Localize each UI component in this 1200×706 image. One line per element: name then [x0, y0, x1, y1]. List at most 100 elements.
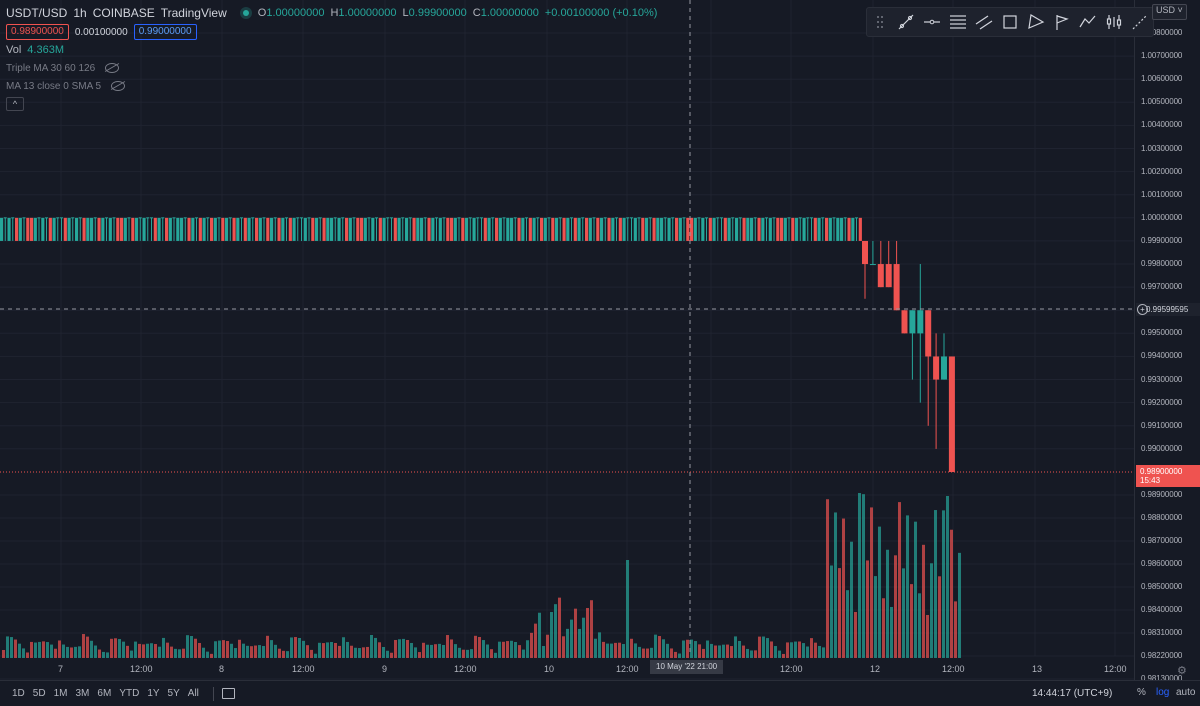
indicator-ma-13[interactable]: MA 13 close 0 SMA 5	[6, 80, 102, 92]
fib-retracement-icon[interactable]	[945, 9, 971, 35]
chart-plot-area[interactable]	[0, 0, 1134, 680]
volume-bar	[594, 638, 597, 658]
time-axis[interactable]: 7 12:00 8 12:00 9 12:00 10 12:00 12:00 12:00 12 12:…	[0, 656, 1134, 680]
indicator-triple-ma[interactable]: Triple MA 30 60 126	[6, 62, 96, 74]
time-axis-label: 12:00	[454, 664, 477, 674]
high-label: H	[330, 7, 339, 19]
range-button-ytd[interactable]: YTD	[119, 688, 140, 699]
volume-bar	[110, 638, 113, 658]
candle-body	[311, 217, 315, 241]
volume-bar	[334, 643, 337, 658]
volume-bar	[738, 640, 741, 658]
volume-bar	[546, 634, 549, 658]
calendar-goto-icon[interactable]	[221, 688, 235, 699]
candle-body	[461, 217, 465, 241]
volume-bar	[14, 639, 17, 658]
chevron-down-icon: ˅	[1177, 5, 1183, 15]
volume-bar	[302, 640, 305, 658]
volume-bar	[294, 637, 297, 658]
range-button-5y[interactable]: 5Y	[167, 688, 180, 699]
volume-label[interactable]: Vol	[6, 44, 22, 56]
volume-bar	[6, 636, 9, 658]
time-axis-label: 8	[219, 664, 225, 674]
volume-bar	[834, 512, 837, 658]
parallel-channel-icon[interactable]	[971, 9, 997, 35]
volume-bar	[958, 552, 961, 658]
sell-button[interactable]: 0.98900000	[6, 24, 69, 40]
range-button-all[interactable]: All	[187, 688, 199, 699]
price-scale-label: 0.98130000	[1141, 674, 1183, 683]
price-scale-label: 0.99100000	[1141, 420, 1183, 430]
symbol-name[interactable]: USDT/USD	[6, 6, 68, 20]
candle-body	[157, 217, 161, 241]
candle-body	[97, 217, 101, 241]
long-short-icon[interactable]	[1101, 9, 1127, 35]
range-button-6m[interactable]: 6M	[97, 688, 112, 699]
candle-body	[75, 217, 79, 241]
volume-bar	[658, 636, 661, 658]
buy-button[interactable]: 0.99000000	[133, 24, 197, 40]
candle-body	[202, 217, 206, 241]
range-button-1m[interactable]: 1M	[53, 688, 68, 699]
path-icon[interactable]	[1075, 9, 1101, 35]
candle-body	[600, 217, 604, 241]
triangle-pattern-icon[interactable]	[1023, 9, 1049, 35]
trendline-icon[interactable]	[893, 9, 919, 35]
volume-bar	[426, 644, 429, 658]
hidden-eye-icon[interactable]	[105, 63, 120, 73]
volume-bar	[838, 568, 841, 658]
candle-body	[656, 217, 660, 241]
add-alert-icon[interactable]: +	[1137, 304, 1148, 315]
hidden-eye-icon[interactable]	[111, 81, 126, 91]
volume-bar	[30, 641, 33, 658]
horizontal-line-icon[interactable]	[919, 9, 945, 35]
candle-body	[30, 217, 34, 241]
range-button-1d[interactable]: 1D	[12, 688, 25, 699]
volume-bar	[202, 647, 205, 658]
candle-body	[652, 217, 656, 241]
price-scale-label: 1.00000000	[1141, 212, 1183, 222]
range-button-1y[interactable]: 1Y	[147, 688, 160, 699]
candle-body	[303, 217, 307, 241]
volume-bar	[98, 649, 101, 658]
clock[interactable]: 14:44:17 (UTC+9)	[1032, 688, 1113, 699]
currency-button[interactable]: USD ˅	[1152, 4, 1187, 20]
time-axis-label: 12:00	[1104, 664, 1127, 674]
log-scale-button[interactable]: log	[1156, 687, 1170, 698]
volume-bar	[186, 635, 189, 658]
range-button-3m[interactable]: 3M	[75, 688, 90, 699]
volume-bar	[286, 651, 289, 658]
volume-bar	[626, 560, 629, 658]
candle-body	[382, 217, 386, 241]
candle-body	[0, 217, 4, 241]
volume-bar	[402, 638, 405, 658]
magic-brush-icon[interactable]	[1127, 9, 1153, 35]
candle-body	[412, 217, 416, 241]
high-value: 1.00000000	[338, 7, 397, 19]
time-axis-label: 10	[544, 664, 555, 674]
volume-bar	[854, 611, 857, 658]
candle-body	[836, 217, 840, 241]
grip-icon[interactable]	[867, 9, 893, 35]
candle-body	[420, 217, 424, 241]
candle-body	[330, 217, 334, 241]
volume-bar	[246, 645, 249, 658]
price-scale-label: 0.98400000	[1141, 605, 1183, 614]
collapse-legend-button[interactable]: ^	[6, 97, 24, 111]
rectangle-icon[interactable]	[997, 9, 1023, 35]
chart-settings-icon[interactable]: ⚙	[1177, 665, 1187, 677]
close-label: C	[472, 7, 481, 19]
candle-body	[438, 217, 442, 241]
candle-body	[191, 217, 195, 241]
range-button-5d[interactable]: 5D	[32, 688, 46, 699]
auto-scale-button[interactable]: auto	[1176, 687, 1196, 698]
percent-scale-button[interactable]: %	[1137, 687, 1146, 698]
flag-pattern-icon[interactable]	[1049, 9, 1075, 35]
volume-bar	[166, 642, 169, 658]
volume-bar	[182, 648, 185, 658]
price-scale[interactable]: 1.00800000 1.00700000 1.00600000 1.00500000…	[1134, 0, 1200, 683]
volume-bar	[466, 649, 469, 658]
candle-body	[243, 217, 247, 241]
volume-bar	[654, 634, 657, 658]
interval-label[interactable]: 1h	[73, 6, 87, 20]
